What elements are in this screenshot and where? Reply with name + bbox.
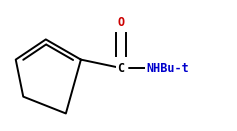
Text: NHBu-t: NHBu-t [146,62,189,75]
Text: O: O [118,16,125,29]
Text: C: C [118,62,125,75]
